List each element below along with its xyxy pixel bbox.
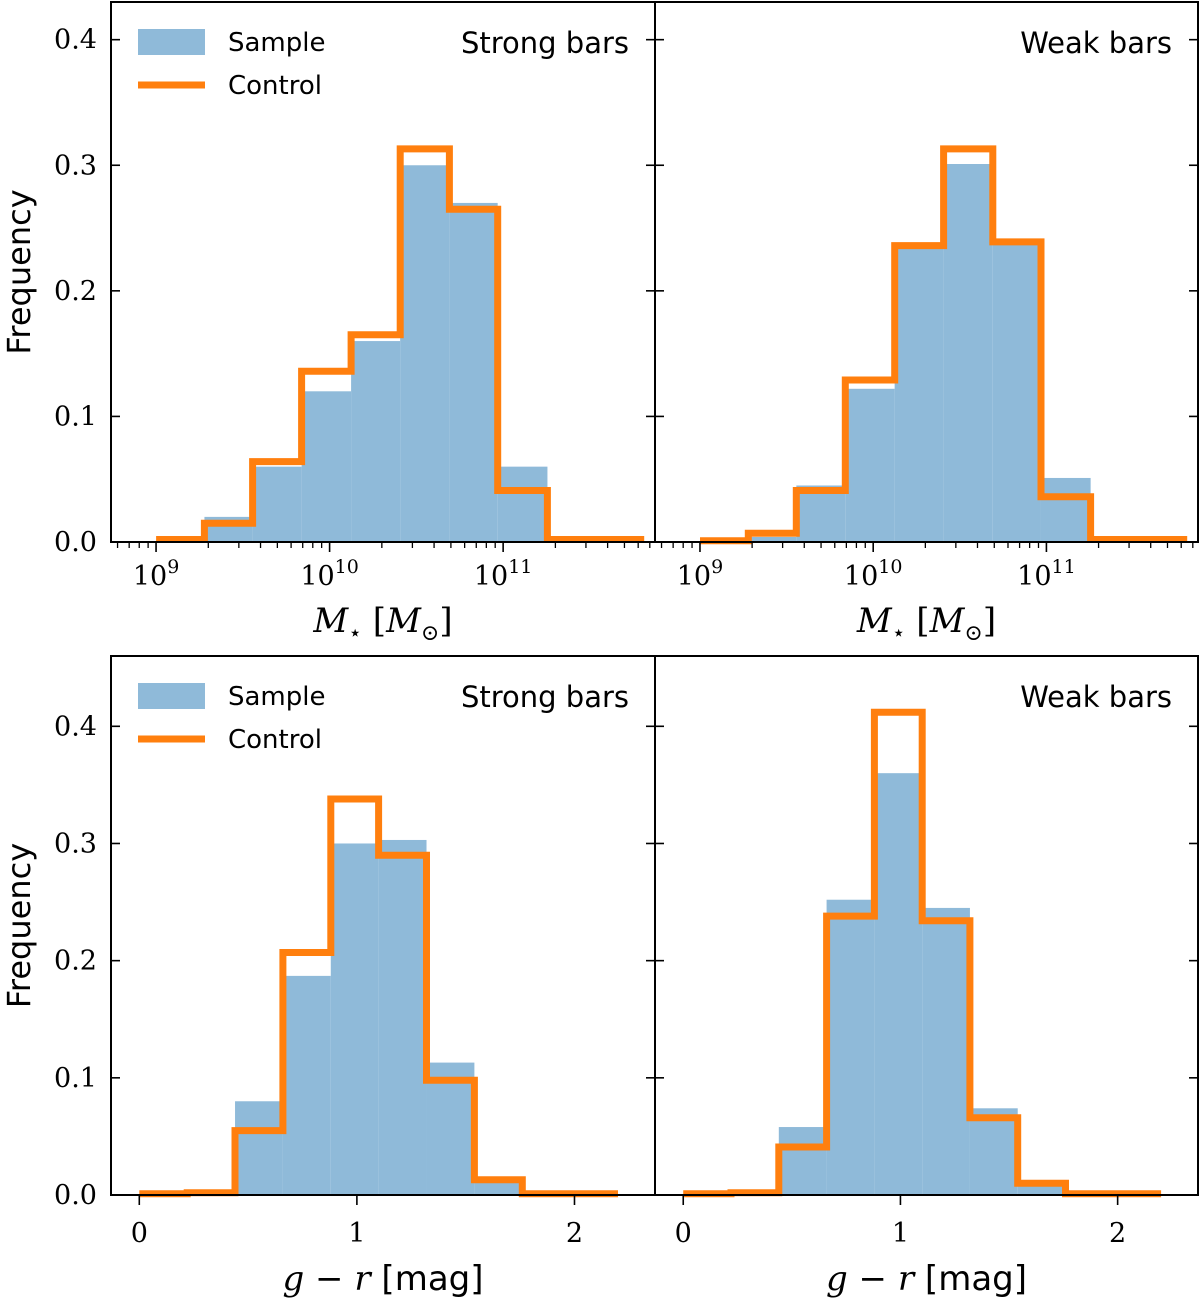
sample-bar	[474, 1179, 523, 1195]
legend-sample-swatch	[138, 29, 205, 55]
y-tick-label: 0.4	[54, 25, 97, 56]
sample-bar	[748, 536, 797, 542]
x-tick-label: 0	[131, 1218, 148, 1249]
x-axis-label: g − r [mag]	[826, 1259, 1027, 1299]
x-axis-label: M⋆ [M⊙]	[312, 601, 452, 646]
panel-3: 0.0 0.1 0.2 0.3 0.4 0 1 2 g − r [mag] Frequency St…	[0, 655, 656, 1299]
sample-bar	[1040, 477, 1091, 542]
sample-bar	[969, 1108, 1018, 1195]
legend-sample-swatch	[138, 683, 205, 709]
sample-bar	[992, 241, 1041, 542]
panel-title: Weak bars	[1020, 680, 1172, 714]
x-tick-label: 1	[892, 1218, 909, 1249]
sample-bar	[922, 907, 970, 1195]
x-tick-label: 1	[348, 1218, 365, 1249]
sample-bar	[497, 466, 548, 542]
x-tick-label: 1011	[474, 556, 533, 592]
sample-bar	[845, 388, 895, 542]
sample-bar	[894, 248, 944, 543]
y-tick-label: 0.3	[54, 150, 97, 181]
y-tick-label: 0.1	[54, 1063, 97, 1094]
sample-bar	[426, 1062, 475, 1195]
axes-frame	[654, 655, 1199, 1196]
x-tick-label: 2	[1109, 1218, 1126, 1249]
y-axis-label: Frequency	[0, 189, 38, 354]
sample-bar	[400, 165, 450, 543]
y-tick-label: 0.0	[54, 527, 97, 558]
panel-title: Strong bars	[461, 26, 629, 60]
x-tick-label: 0	[675, 1218, 692, 1249]
sample-bar	[943, 164, 993, 542]
panel-2: 109 1010 1011 M⋆ [M⊙] Weak bars	[654, 1, 1199, 646]
x-axis-label: g − r [mag]	[282, 1259, 483, 1299]
y-tick-label: 0.1	[54, 401, 97, 432]
legend-sample-label: Sample	[228, 682, 326, 712]
sample-bar	[235, 1101, 283, 1195]
sample-bar	[301, 391, 352, 542]
x-tick-label: 1011	[1017, 556, 1076, 592]
panel-1: 0.0 0.1 0.2 0.3 0.4 109 1010 1011 M⋆ [M⊙] Frequen…	[0, 1, 656, 646]
x-tick-label: 1010	[844, 556, 903, 592]
sample-bar	[351, 341, 401, 542]
sample-bar	[449, 202, 498, 542]
control-step-line	[683, 708, 1162, 1198]
x-tick-label: 109	[133, 556, 179, 592]
y-tick-label: 0.0	[54, 1180, 97, 1211]
sample-bar	[796, 485, 846, 542]
control-step-line	[700, 145, 1188, 545]
legend-control-label: Control	[228, 725, 322, 755]
sample-bar	[778, 1127, 827, 1195]
x-tick-label: 109	[677, 556, 723, 592]
x-axis-label: M⋆ [M⊙]	[856, 601, 996, 646]
panel-title: Strong bars	[461, 680, 629, 714]
sample-bar	[330, 843, 379, 1195]
x-tick-label: 1010	[300, 556, 359, 592]
sample-bar	[378, 839, 427, 1195]
sample-bar	[282, 975, 331, 1195]
sample-bar	[252, 466, 302, 542]
y-axis-label: Frequency	[0, 843, 38, 1008]
legend-sample-label: Sample	[228, 28, 326, 58]
legend-control-label: Control	[228, 71, 322, 101]
sample-bar	[826, 899, 875, 1195]
control-step-line	[156, 145, 645, 543]
panel-title: Weak bars	[1020, 26, 1172, 60]
y-tick-label: 0.2	[54, 276, 97, 307]
control-step-line	[139, 795, 618, 1198]
axes-frame	[654, 1, 1199, 543]
panel-4: 0 1 2 g − r [mag] Weak bars	[654, 655, 1199, 1299]
sample-bar	[1017, 1183, 1066, 1195]
y-tick-label: 0.3	[54, 828, 97, 859]
sample-bar	[874, 773, 923, 1195]
y-tick-label: 0.2	[54, 946, 97, 977]
y-tick-label: 0.4	[54, 711, 97, 742]
x-tick-label: 2	[566, 1218, 583, 1249]
